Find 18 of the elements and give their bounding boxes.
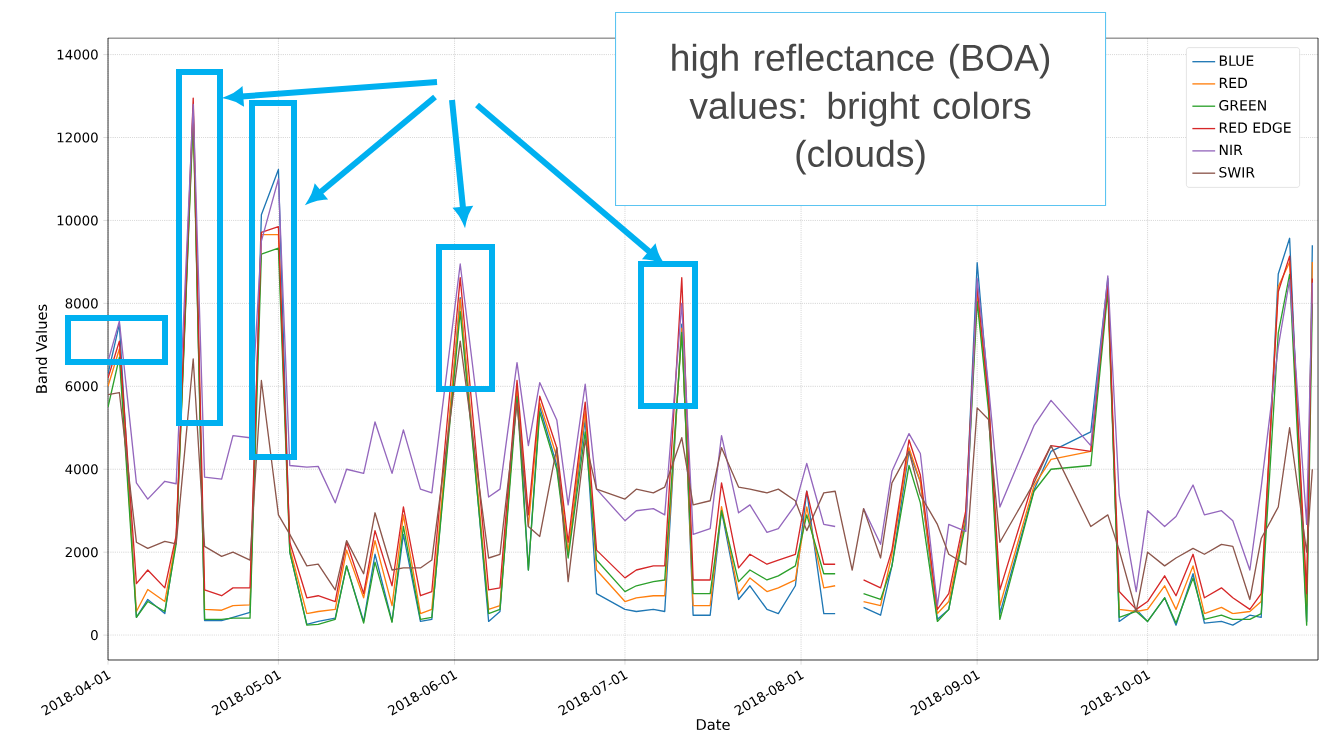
legend-label: BLUE: [1219, 55, 1254, 66]
y-tick-label: 14000: [57, 49, 98, 60]
y-tick-label: 2000: [65, 547, 98, 558]
y-tick-label: 6000: [65, 381, 98, 392]
y-tick-label: 10000: [57, 215, 98, 226]
legend-label: RED EDGE: [1219, 122, 1291, 133]
legend-label: GREEN: [1219, 100, 1266, 111]
x-axis-title: Date: [696, 719, 730, 731]
line-series: [108, 340, 1314, 613]
y-axis-title: Band Values: [35, 304, 48, 393]
y-tick-label: 0: [91, 630, 98, 641]
legend-label: SWIR: [1219, 166, 1255, 178]
annotation: high reflectance (BOA) values: bright colors (clouds): [672, 43, 1050, 175]
legend-label: NIR: [1219, 144, 1243, 155]
y-tick-label: 12000: [57, 132, 98, 143]
legend-label: RED: [1219, 77, 1248, 88]
y-tick-label: 4000: [65, 464, 98, 475]
y-tick-label: 8000: [65, 298, 98, 309]
